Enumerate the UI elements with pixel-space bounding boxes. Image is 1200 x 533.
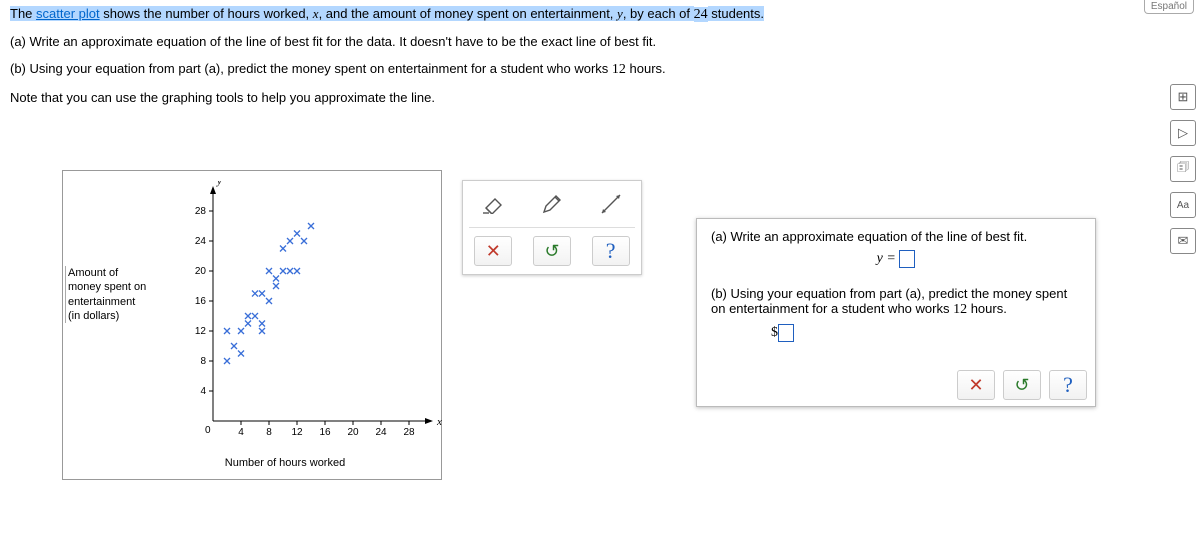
answer-panel: (a) Write an approximate equation of the… [696, 218, 1096, 407]
graph-panel: Amount of money spent on entertainment (… [62, 170, 442, 480]
num-students: 24 [694, 7, 708, 22]
equation-input[interactable] [899, 250, 915, 268]
answer-a-prompt: (a) Write an approximate equation of the… [711, 229, 1081, 244]
play-icon[interactable]: ▷ [1170, 120, 1196, 146]
graph-tools-panel: ✕ ↺ ? [462, 180, 642, 275]
dollar-sign: $ [771, 325, 778, 340]
answer-help-button[interactable]: ? [1049, 370, 1087, 400]
y-label-l3: entertainment [68, 295, 155, 309]
svg-text:20: 20 [195, 266, 207, 277]
part-b-b: hours. [626, 61, 666, 76]
answer-b-b: hours. [967, 301, 1007, 316]
dollar-line: $ [771, 324, 1081, 342]
eraser-tool[interactable] [480, 191, 506, 217]
graph-undo-button[interactable]: ↺ [533, 236, 571, 266]
intro-1d: , by each of [623, 6, 694, 21]
font-icon[interactable]: Aa [1170, 192, 1196, 218]
svg-text:24: 24 [375, 427, 387, 438]
y-label-l4: (in dollars) [68, 309, 155, 323]
svg-text:16: 16 [195, 296, 207, 307]
answer-bottom-controls: ✕ ↺ ? [957, 370, 1087, 400]
y-label-l2: money spent on [68, 280, 155, 294]
svg-text:20: 20 [347, 427, 359, 438]
svg-text:28: 28 [403, 427, 415, 438]
eq-lhs: y = [877, 251, 900, 266]
svg-text:16: 16 [319, 427, 331, 438]
equation-line: y = [711, 250, 1081, 268]
svg-text:4: 4 [238, 427, 244, 438]
svg-text:24: 24 [195, 236, 207, 247]
svg-text:y: y [216, 181, 222, 187]
y-label-l1: Amount of [68, 266, 155, 280]
svg-text:12: 12 [291, 427, 303, 438]
svg-text:8: 8 [200, 356, 206, 367]
answer-b-a: (b) Using your equation from part (a), p… [711, 286, 1067, 316]
var-y: y [617, 6, 623, 21]
svg-text:x: x [436, 416, 442, 428]
graph-clear-button[interactable]: ✕ [474, 236, 512, 266]
answer-part-a: (a) Write an approximate equation of the… [711, 229, 1081, 268]
question-block: The scatter plot shows the number of hou… [0, 0, 1200, 118]
var-x: x [313, 6, 319, 21]
part-a-text: (a) Write an approximate equation of the… [10, 32, 1190, 53]
answer-clear-button[interactable]: ✕ [957, 370, 995, 400]
language-toggle[interactable]: Español [1144, 0, 1194, 14]
prediction-input[interactable] [778, 324, 794, 342]
scatter-plot-link[interactable]: scatter plot [36, 6, 100, 21]
calculator-icon[interactable]: ⊞ [1170, 84, 1196, 110]
intro-1c: , and the amount of money spent on enter… [319, 6, 617, 21]
svg-text:12: 12 [195, 326, 207, 337]
intro-1a: The [10, 6, 36, 21]
svg-text:28: 28 [195, 206, 207, 217]
intro-line: The scatter plot shows the number of hou… [10, 4, 1190, 26]
svg-text:0: 0 [205, 425, 211, 436]
tool-separator [469, 227, 635, 228]
line-tool[interactable] [598, 191, 624, 217]
answer-part-b: (b) Using your equation from part (a), p… [711, 286, 1081, 342]
note-text: Note that you can use the graphing tools… [10, 88, 1190, 109]
y-axis-label: Amount of money spent on entertainment (… [65, 266, 155, 323]
tool-row-draw [473, 191, 631, 217]
tool-row-ctrl: ✕ ↺ ? [473, 236, 631, 266]
graph-help-button[interactable]: ? [592, 236, 630, 266]
right-sidebar: ⊞ ▷ 🗊 Aa ✉ [1170, 84, 1196, 254]
answer-undo-button[interactable]: ↺ [1003, 370, 1041, 400]
svg-text:4: 4 [200, 386, 206, 397]
part-b-text: (b) Using your equation from part (a), p… [10, 59, 1190, 81]
intro-1e: students. [708, 6, 764, 21]
pencil-tool[interactable] [539, 191, 565, 217]
part-b-hours: 12 [612, 62, 626, 77]
svg-text:8: 8 [266, 427, 272, 438]
x-axis-label: Number of hours worked [175, 457, 395, 469]
answer-b-hours: 12 [953, 302, 967, 317]
scatter-chart[interactable]: 4 8 12 16 20 24 28 4 8 12 16 20 24 28 0 x y [183, 181, 443, 452]
part-b-a: (b) Using your equation from part (a), p… [10, 61, 612, 76]
intro-1b: shows the number of hours worked, [100, 6, 313, 21]
mail-icon[interactable]: ✉ [1170, 228, 1196, 254]
notes-icon[interactable]: 🗊 [1170, 156, 1196, 182]
